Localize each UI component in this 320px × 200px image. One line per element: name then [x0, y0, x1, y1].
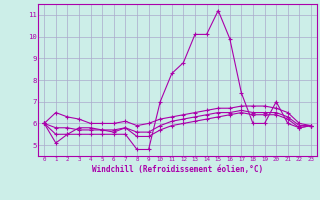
X-axis label: Windchill (Refroidissement éolien,°C): Windchill (Refroidissement éolien,°C): [92, 165, 263, 174]
